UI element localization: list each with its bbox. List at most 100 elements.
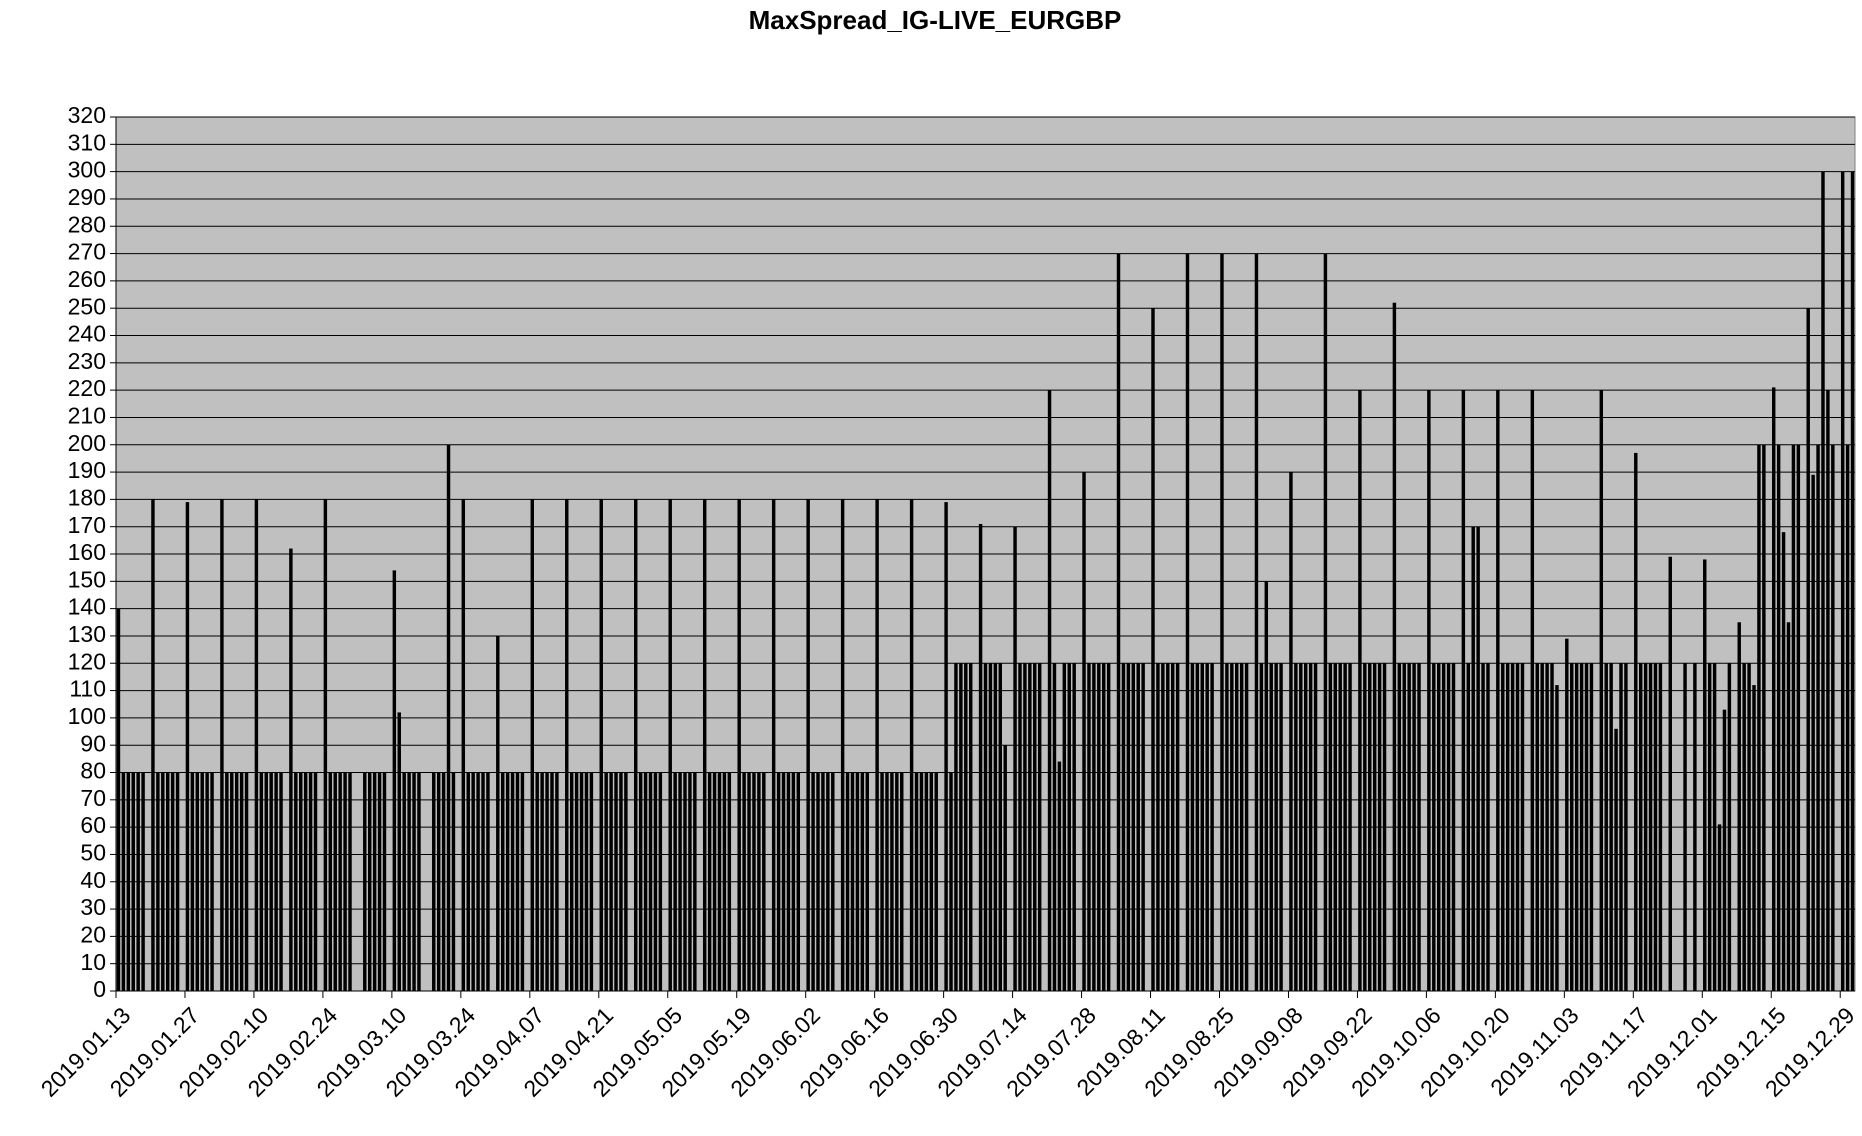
bar	[1717, 824, 1722, 991]
bar	[988, 663, 993, 991]
bar	[1703, 559, 1707, 991]
bar	[555, 772, 559, 991]
bar	[624, 772, 628, 991]
bar	[619, 772, 623, 991]
bar	[1811, 474, 1815, 991]
bar	[1446, 663, 1451, 991]
bar	[535, 772, 539, 991]
bar	[1308, 663, 1313, 991]
bar	[875, 499, 879, 991]
bar	[1299, 663, 1303, 991]
bar	[1289, 472, 1293, 991]
bar	[1323, 253, 1328, 991]
bar	[1392, 302, 1397, 992]
bar	[461, 499, 466, 991]
bar	[550, 772, 554, 991]
bar	[402, 772, 406, 991]
bar	[1653, 663, 1658, 991]
bar	[1737, 622, 1741, 991]
bar	[432, 772, 436, 991]
bar	[1254, 253, 1259, 991]
bar	[688, 772, 692, 991]
y-tick-label: 0	[93, 976, 106, 1002]
bar	[313, 772, 318, 991]
y-tick-label: 280	[68, 211, 106, 237]
bar	[1382, 663, 1387, 991]
bar	[451, 772, 456, 991]
bar	[200, 772, 204, 991]
bar	[1092, 663, 1096, 991]
bar	[1136, 663, 1140, 991]
bar	[707, 772, 712, 991]
bar	[303, 772, 308, 991]
bar	[417, 772, 421, 991]
y-tick-label: 30	[80, 894, 106, 920]
y-tick-label: 180	[68, 484, 106, 510]
bar	[1057, 761, 1062, 991]
bar	[1599, 390, 1604, 991]
bar	[1432, 663, 1436, 991]
chart-title: MaxSpread_IG-LIVE_EURGBP	[749, 5, 1122, 35]
y-tick-label: 210	[68, 403, 106, 429]
bar	[1417, 663, 1421, 991]
bar	[658, 772, 663, 991]
bar	[343, 772, 347, 991]
bar	[826, 772, 830, 991]
bar	[609, 772, 613, 991]
bar	[737, 499, 741, 991]
bar	[1776, 444, 1781, 991]
bar	[909, 499, 914, 991]
bar	[1151, 308, 1155, 991]
bar	[983, 663, 988, 991]
bar	[116, 608, 121, 991]
bar	[1471, 526, 1475, 991]
bar	[1638, 663, 1643, 991]
bar	[589, 772, 594, 991]
bar	[126, 772, 131, 991]
bar	[1461, 390, 1466, 991]
bar	[1707, 663, 1712, 991]
bar	[520, 772, 525, 991]
y-tick-label: 250	[68, 293, 106, 319]
bar	[1727, 663, 1732, 991]
bar	[1106, 663, 1111, 991]
bar	[1003, 745, 1007, 991]
bar	[712, 772, 717, 991]
bar	[1087, 663, 1091, 991]
bar	[545, 772, 549, 991]
bar	[333, 772, 337, 991]
bar	[1028, 663, 1032, 991]
bar	[1821, 171, 1825, 991]
bar	[466, 772, 470, 991]
bar	[702, 499, 707, 991]
bar	[1658, 663, 1663, 991]
bar	[643, 772, 648, 991]
bar	[668, 499, 672, 991]
bar	[1850, 171, 1855, 991]
y-tick-label: 220	[68, 375, 106, 401]
bar	[821, 772, 825, 991]
bar	[762, 772, 766, 991]
bar	[1570, 663, 1574, 991]
bar	[1156, 663, 1160, 991]
bar	[338, 772, 342, 991]
bar	[1072, 663, 1076, 991]
bar	[1762, 444, 1766, 991]
bar	[1609, 663, 1613, 991]
bar	[1545, 663, 1549, 991]
bar	[1097, 663, 1101, 991]
bar	[1358, 390, 1362, 991]
bar	[683, 772, 687, 991]
y-tick-label: 300	[68, 157, 106, 183]
bar	[1747, 663, 1751, 991]
bar	[1752, 685, 1756, 991]
y-tick-label: 110	[69, 676, 106, 702]
bar	[225, 772, 229, 991]
bar	[855, 772, 860, 991]
bar	[860, 772, 865, 991]
bar	[1348, 663, 1352, 991]
bar	[1505, 663, 1510, 991]
bar	[919, 772, 924, 991]
bar	[1033, 663, 1037, 991]
bar	[161, 772, 165, 991]
